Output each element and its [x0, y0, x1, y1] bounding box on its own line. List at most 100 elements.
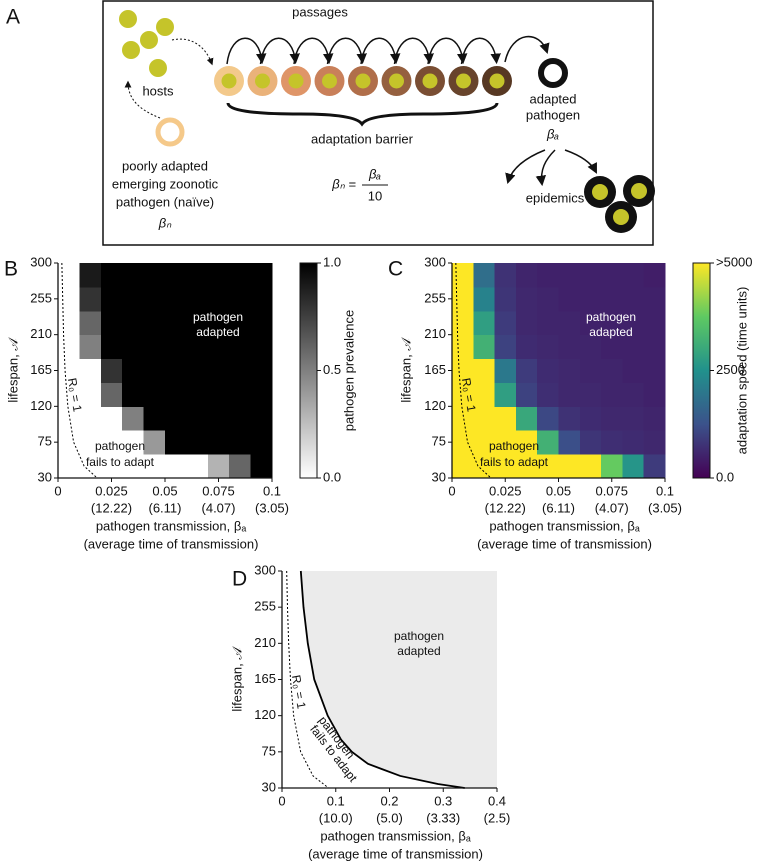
chart-panel: 0.0 0.5 1.0 pathogen prevalence 30 75 120 165 21… [5, 254, 356, 551]
heatmap-cell [452, 310, 474, 336]
heatmap-cell [643, 286, 666, 312]
x-tick-label: 0 [278, 793, 285, 808]
arrow [171, 38, 214, 66]
passage-core [422, 73, 438, 89]
heatmap-cell [579, 286, 602, 312]
colorbar-tick-label: 0.0 [323, 469, 341, 484]
heatmap-cell [601, 382, 623, 407]
adapted-label: adapted [530, 91, 577, 106]
passage-arrow [326, 37, 367, 65]
heatmap-cell [558, 430, 581, 455]
heatmap-cell [122, 334, 145, 360]
panel-label: D [232, 568, 247, 591]
arrow [505, 149, 546, 185]
x-tick-label: 0.3 [434, 793, 452, 808]
x-tick-sublabel: (4.07) [595, 500, 629, 515]
y-tick-label: 300 [254, 562, 276, 577]
heatmap-cell [537, 310, 559, 336]
heatmap-cell [122, 406, 145, 431]
y-tick-label: 120 [30, 398, 52, 413]
y-tick-label: 210 [254, 635, 276, 650]
annotation: pathogen [95, 439, 145, 453]
heatmap-cell [452, 286, 474, 312]
heatmap-cell [452, 358, 474, 383]
adapted-pathogen [538, 58, 568, 88]
heatmap-cell [579, 263, 602, 288]
heatmap-cell [122, 286, 145, 312]
heatmap-cell [452, 406, 474, 431]
annotation: fails to adapt [86, 455, 155, 469]
passage-core [255, 73, 270, 89]
heatmap-cell [452, 454, 474, 479]
colorbar-tick-label: 0.0 [716, 469, 734, 484]
chart-panel: 0.0 2500 >5000 adaptation speed (time units… [398, 254, 752, 551]
y-tick-label: 120 [254, 707, 276, 722]
heatmap-cell [494, 334, 517, 360]
heatmap-cell [579, 334, 602, 360]
y-tick-label: 30 [262, 779, 276, 794]
heatmap-cell [579, 406, 602, 431]
naive-label: poorly adapted [122, 158, 208, 173]
heatmap-cell [250, 263, 273, 288]
heatmap-cell [622, 454, 645, 479]
series-line [455, 262, 492, 479]
adapted-region [300, 571, 497, 788]
heatmap-cell [473, 406, 496, 431]
y-tick-label: 75 [38, 434, 52, 449]
heatmap-cell [165, 286, 187, 312]
heatmap-cell [452, 430, 474, 455]
passage-core [322, 73, 337, 89]
heatmap-cell [122, 382, 145, 407]
x-tick-label: 0.2 [380, 793, 398, 808]
passage-core [355, 73, 371, 89]
heatmap-cell [186, 406, 209, 431]
y-axis-label: lifespan, 𝒜 [398, 337, 413, 403]
colorbar [692, 262, 711, 479]
heatmap-cell [58, 454, 80, 479]
brace [226, 102, 499, 127]
heatmap-cell [250, 382, 273, 407]
heatmap-cell [186, 358, 209, 383]
annotation: R₀ = 1 [289, 674, 309, 710]
heatmap-cell [58, 406, 80, 431]
colorbar-tick-label: 2500 [716, 362, 745, 377]
heatmap-cell [100, 358, 123, 383]
heatmap-cell [58, 286, 80, 312]
heatmap-cell [229, 430, 252, 455]
annotation: pathogen [586, 310, 636, 324]
heatmap-cell [579, 358, 602, 383]
chart-panel: 30 75 120 165 210 255 300 0 0.1 (10.0) 0.2 (5.0) 0.3… [229, 562, 510, 861]
heatmap-cell [58, 310, 80, 336]
heatmap-cell [100, 430, 123, 455]
heatmap-cell [537, 358, 559, 383]
heatmap-cell [558, 454, 581, 479]
heatmap-cell [494, 454, 517, 479]
x-tick-sublabel: (3.05) [255, 500, 289, 515]
heatmap-cell [473, 286, 496, 312]
annotation: R₀ = 1 [65, 377, 85, 413]
x-tick-sublabel: (5.0) [376, 810, 403, 825]
heatmap-cell [165, 334, 187, 360]
x-tick-sublabel: (6.11) [542, 500, 575, 515]
passage-core [221, 73, 237, 89]
heatmap-cell [79, 382, 102, 407]
heatmap-cell [143, 382, 166, 407]
heatmap-cell [229, 382, 252, 407]
heatmap-cell [100, 263, 123, 288]
heatmap-cell [537, 406, 559, 431]
x-tick-sublabel: (10.0) [319, 810, 353, 825]
y-tick-label: 300 [424, 254, 446, 269]
heatmap-cell [207, 310, 230, 336]
heatmap-cell [643, 310, 666, 336]
annotation: pathogen [193, 310, 243, 324]
passage-arrow [427, 37, 468, 65]
y-tick-label: 255 [424, 290, 446, 305]
x-tick-label: 0.1 [327, 793, 345, 808]
arrow [124, 80, 161, 119]
heatmap-cell [143, 430, 166, 455]
x-tick-label: 0.1 [656, 483, 674, 498]
heatmap-cell [494, 263, 517, 288]
heatmap-cell [558, 334, 581, 360]
colorbar-label: pathogen prevalence [341, 310, 356, 431]
y-tick-label: 165 [30, 362, 52, 377]
